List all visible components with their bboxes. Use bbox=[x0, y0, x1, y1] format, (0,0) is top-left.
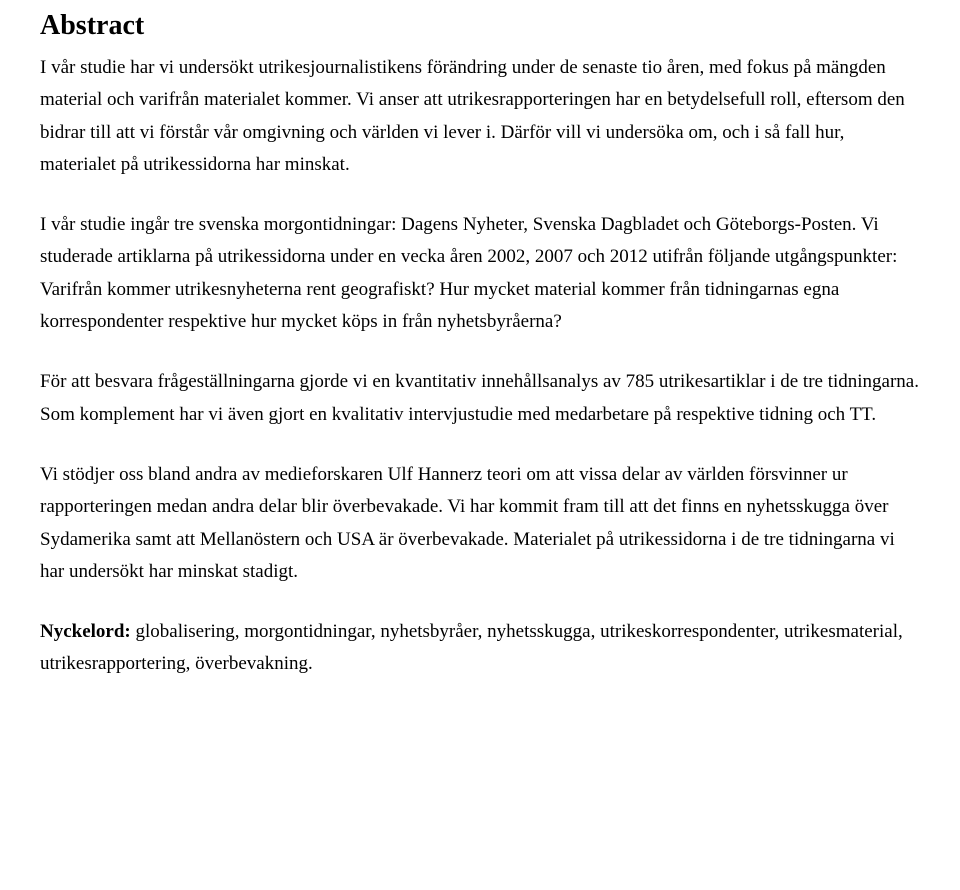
abstract-paragraph-1: I vår studie har vi undersökt utrikesjou… bbox=[40, 52, 920, 181]
abstract-paragraph-3: För att besvara frågeställningarna gjord… bbox=[40, 366, 920, 431]
keywords-label: Nyckelord: bbox=[40, 621, 136, 642]
abstract-title: Abstract bbox=[40, 10, 920, 42]
keywords-line: Nyckelord: globalisering, morgontidninga… bbox=[40, 616, 920, 681]
keywords-text: globalisering, morgontidningar, nyhetsby… bbox=[40, 621, 903, 674]
abstract-paragraph-4: Vi stödjer oss bland andra av medieforsk… bbox=[40, 459, 920, 588]
abstract-paragraph-2: I vår studie ingår tre svenska morgontid… bbox=[40, 209, 920, 338]
document-page: Abstract I vår studie har vi undersökt u… bbox=[0, 0, 960, 749]
